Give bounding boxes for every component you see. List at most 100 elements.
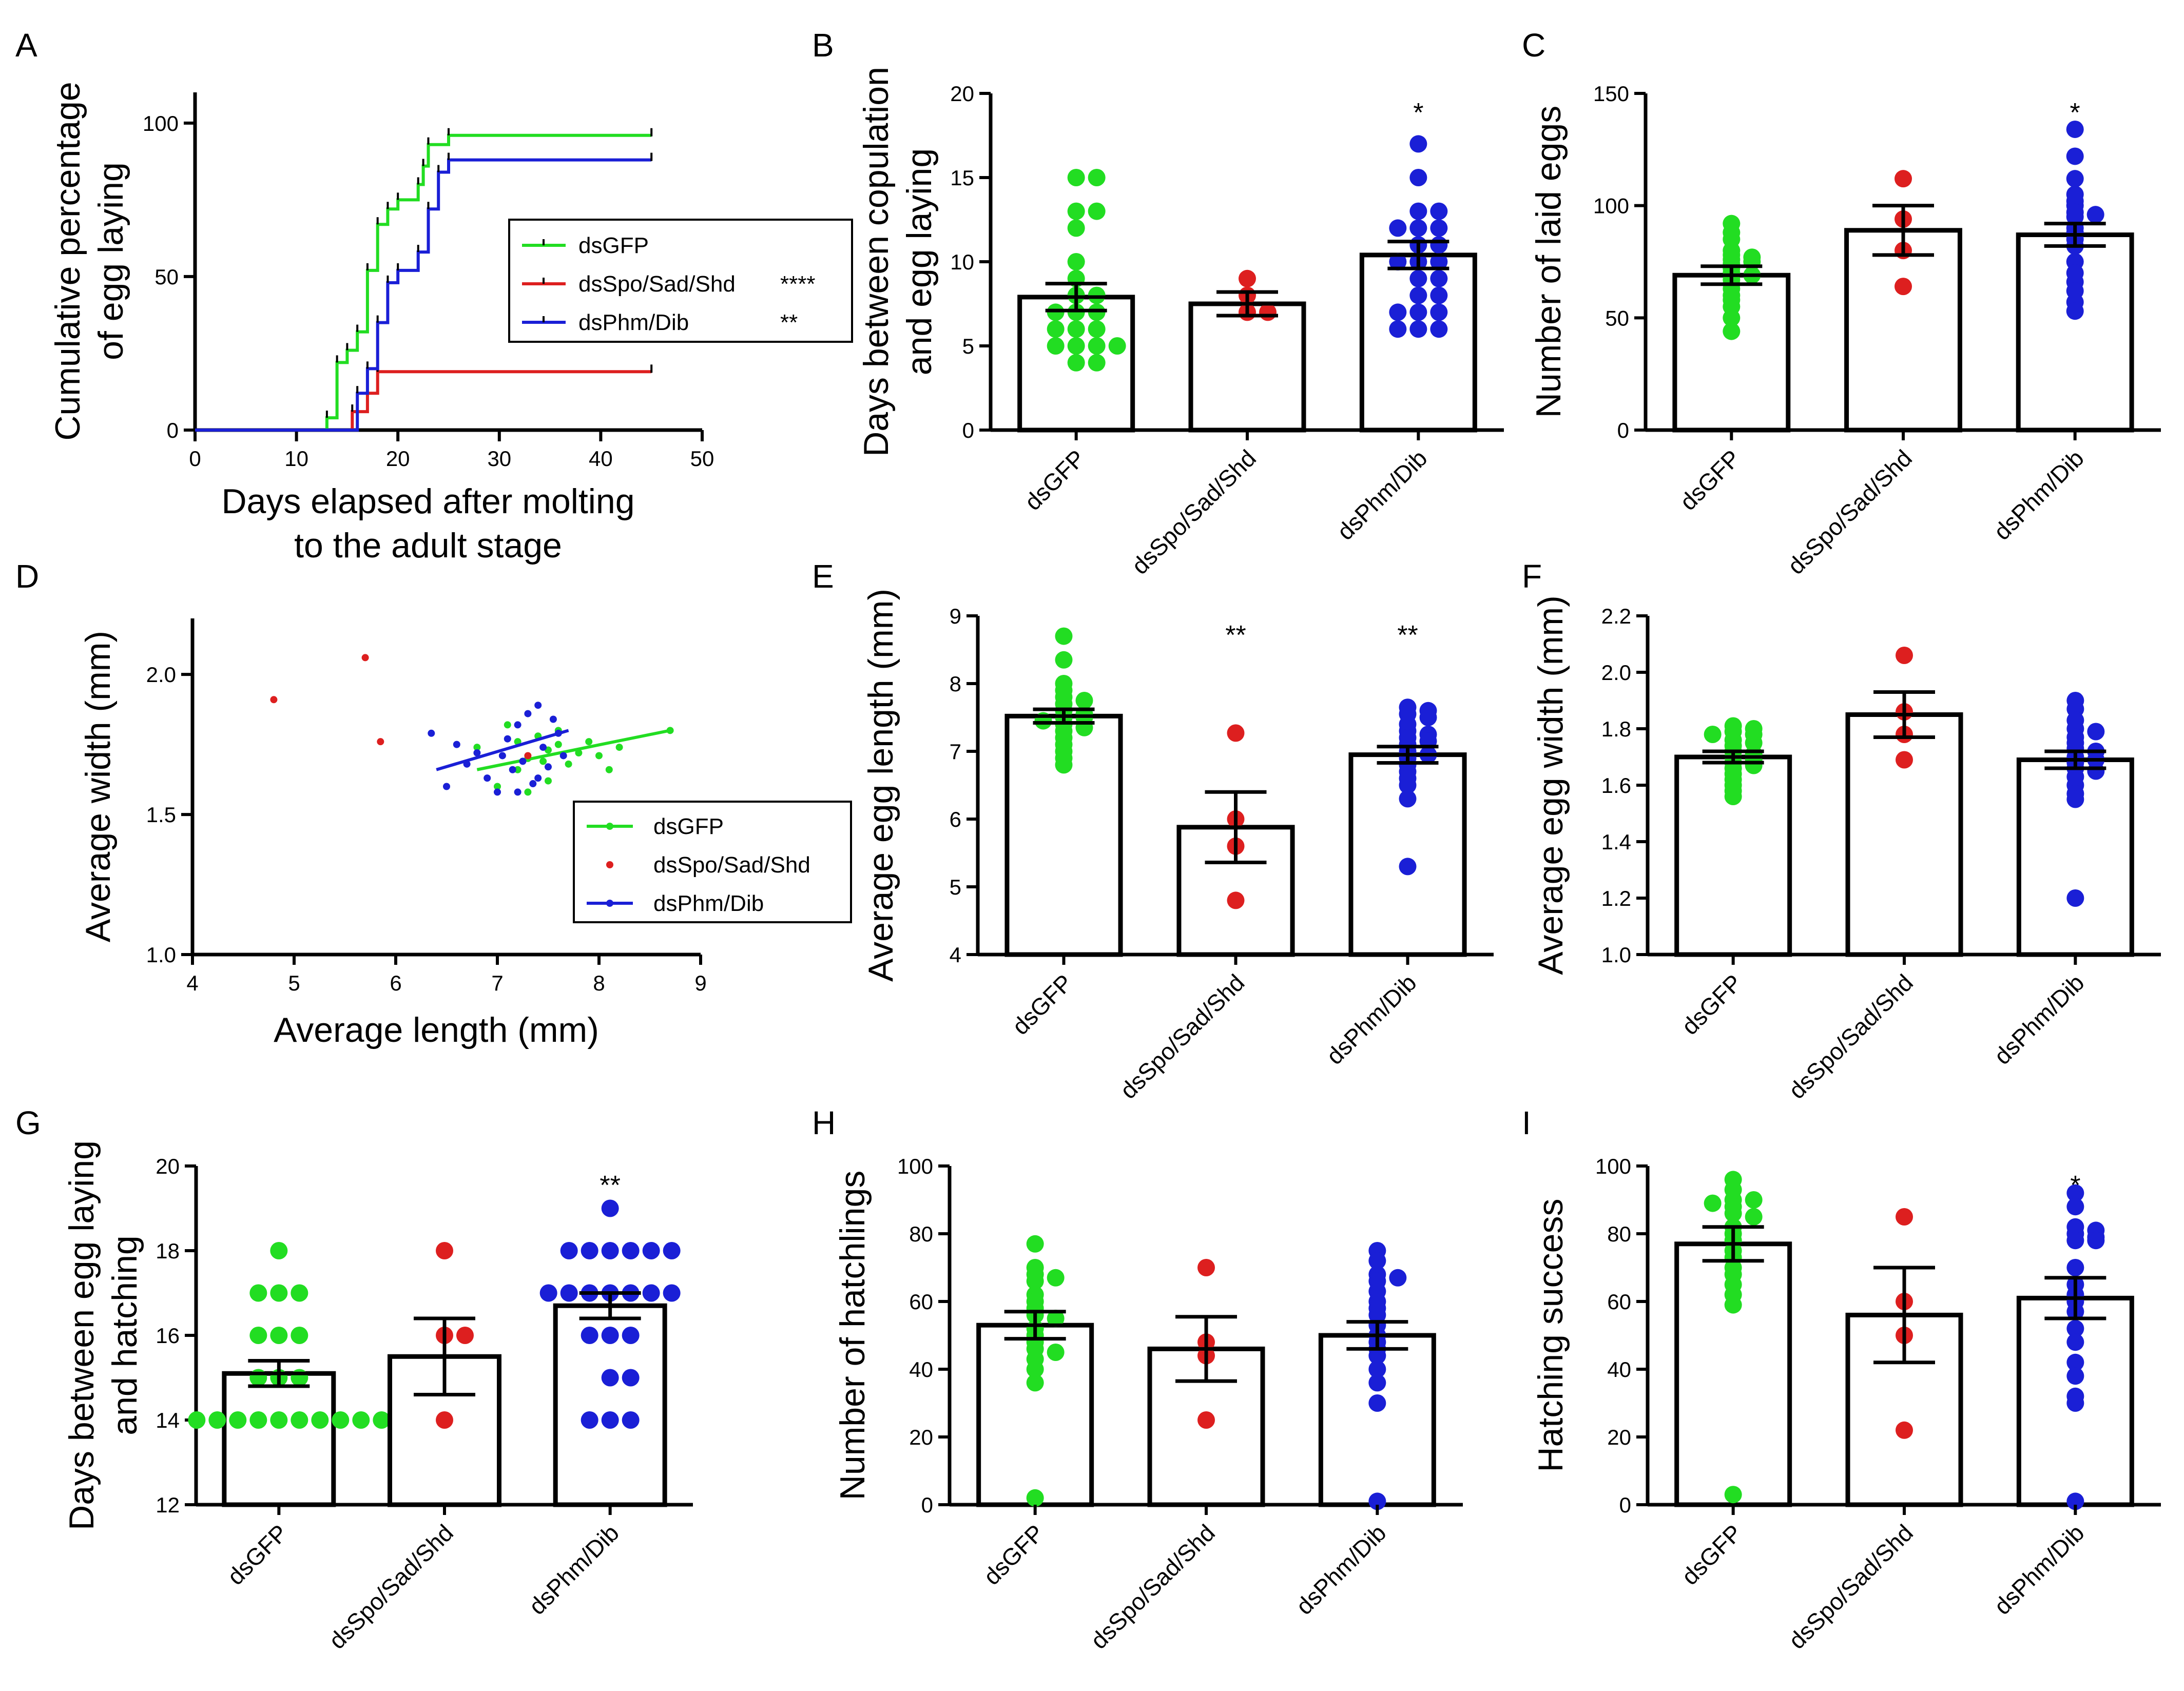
y-tick-label: 4: [950, 943, 961, 967]
y-tick-label: 20: [156, 1154, 180, 1178]
y-tick-label: 100: [1595, 1154, 1631, 1178]
legend-marker: [606, 823, 613, 830]
y-axis-title-line: and hatching: [105, 1235, 144, 1435]
data-point: [585, 738, 593, 746]
data-point: [1067, 169, 1085, 186]
fit-line-dsGFP: [476, 729, 671, 771]
data-point: [663, 1242, 681, 1259]
significance-label: *: [2070, 1171, 2080, 1200]
data-point: [1026, 1235, 1044, 1253]
x-axis-title-line: to the adult stage: [294, 526, 562, 565]
y-axis-title: Average egg width (mm): [1531, 595, 1570, 975]
data-point: [1745, 756, 1763, 774]
data-point: [463, 760, 471, 768]
data-point: [1724, 1204, 1742, 1222]
data-point: [270, 696, 278, 704]
data-point: [2066, 889, 2084, 907]
data-point: [1047, 337, 1065, 355]
data-point: [473, 749, 481, 756]
y-tick-label: 20: [950, 82, 974, 106]
category-label: dsSpo/Sad/Shd: [1783, 1519, 1918, 1654]
data-point: [2066, 1232, 2084, 1250]
data-point: [622, 1327, 640, 1344]
y-axis-title-line: and egg laying: [900, 148, 939, 375]
x-tick-label: 0: [189, 446, 201, 471]
data-point: [2086, 206, 2104, 224]
y-axis-title: Cumulative percentage of egg laying: [48, 82, 130, 440]
data-point: [1067, 219, 1085, 237]
category-label: dsGFP: [1676, 1519, 1747, 1590]
series-line-dsGFP: [195, 133, 652, 432]
data-point: [1026, 1374, 1044, 1392]
data-point: [1047, 320, 1065, 338]
data-point: [1227, 891, 1245, 909]
data-point: [2066, 1184, 2084, 1202]
category-label: dsGFP: [1676, 969, 1747, 1040]
data-point: [2066, 1319, 2084, 1337]
data-point: [1723, 309, 1741, 327]
data-point: [642, 1284, 660, 1302]
y-tick-label: 50: [1605, 306, 1629, 330]
data-point: [1067, 253, 1085, 270]
data-point: [2066, 302, 2084, 320]
data-point: [373, 1411, 391, 1429]
y-axis-title: Number of laid eggs: [1529, 106, 1568, 418]
y-tick-label: 100: [143, 111, 179, 135]
x-tick-label: 30: [487, 446, 511, 471]
data-point: [2066, 170, 2084, 188]
data-point: [1409, 169, 1427, 186]
y-tick-label: 1.2: [1601, 886, 1631, 910]
data-point: [291, 1369, 308, 1387]
data-point: [1088, 337, 1106, 355]
data-point: [270, 1242, 288, 1259]
fit-line-dsPhm/Dib: [436, 729, 569, 771]
category-label: dsGFP: [1019, 444, 1090, 515]
data-point: [1067, 202, 1085, 220]
series-line-dsPhm/Dib: [195, 158, 652, 432]
data-point: [622, 1242, 640, 1259]
data-point: [581, 1242, 598, 1259]
data-point: [361, 654, 369, 662]
data-point: [484, 774, 491, 782]
y-tick-label: 6: [950, 807, 961, 831]
data-point: [1409, 269, 1427, 287]
category-label: dsSpo/Sad/Shd: [1115, 969, 1250, 1104]
data-point: [436, 1242, 453, 1259]
x-tick-label: 20: [386, 446, 410, 471]
category-label: dsPhm/Dib: [1321, 969, 1422, 1070]
data-point: [1088, 320, 1106, 338]
data-point: [504, 735, 511, 743]
data-point: [1088, 202, 1106, 220]
data-point: [545, 763, 552, 771]
y-tick-label: 20: [1607, 1425, 1631, 1449]
panel-I: I 0 20 40 60 80 100 Hatching success dsGFP dsSpo/…: [1522, 1104, 2161, 1654]
data-point: [1368, 1252, 1386, 1270]
bar-dsGFP: [222, 1371, 336, 1507]
data-point: [1419, 709, 1437, 726]
category-label: dsPhm/Dib: [1332, 444, 1433, 545]
data-point: [2066, 790, 2084, 808]
y-tick-label: 1.0: [146, 943, 176, 967]
y-axis-title-line: Hatching success: [1531, 1199, 1570, 1472]
y-tick-label: 0: [1619, 1493, 1631, 1517]
data-point: [436, 1411, 453, 1429]
data-point: [1399, 790, 1417, 808]
data-point: [1745, 1191, 1763, 1209]
y-axis-title: Days between copulation and egg laying: [857, 67, 939, 457]
data-point: [601, 1199, 619, 1217]
x-tick-label: 4: [186, 971, 198, 995]
data-point: [494, 788, 501, 796]
y-tick-label: 5: [950, 875, 961, 899]
data-point: [1430, 253, 1448, 270]
legend-label: dsSpo/Sad/Shd: [653, 852, 810, 878]
legend-significance: ****: [780, 271, 816, 297]
y-tick-label: 80: [1607, 1222, 1631, 1246]
data-point: [1067, 337, 1085, 355]
y-tick-label: 1.5: [146, 803, 176, 827]
data-point: [1227, 724, 1245, 742]
data-point: [642, 1242, 660, 1259]
data-point: [2066, 120, 2084, 138]
data-point: [311, 1411, 329, 1429]
y-axis-title: Days between egg laying and hatching: [62, 1140, 144, 1530]
data-point: [1026, 1272, 1044, 1290]
